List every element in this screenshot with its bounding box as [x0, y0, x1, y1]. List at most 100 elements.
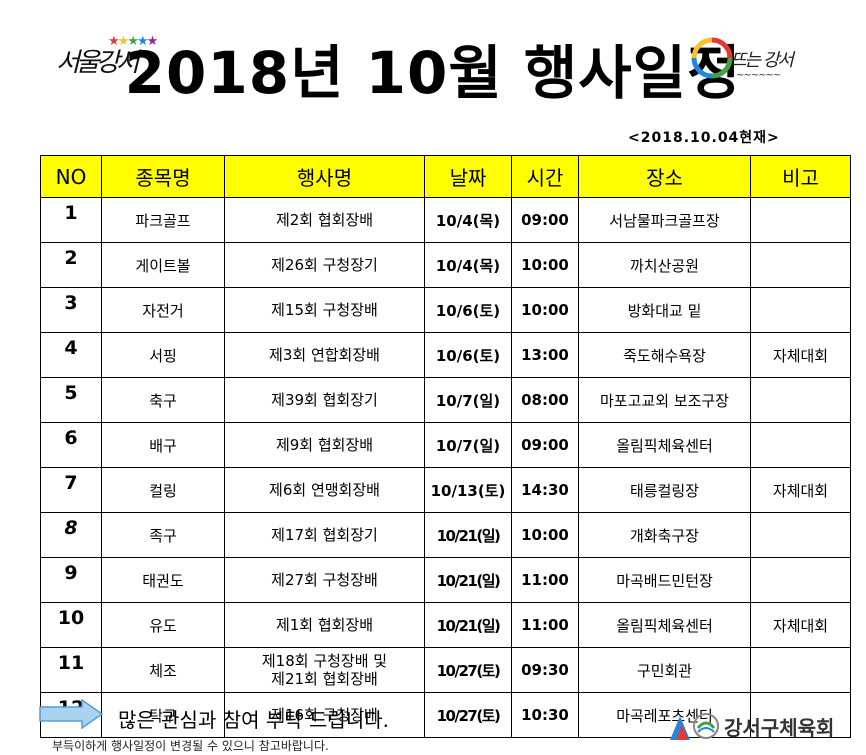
row-time: 08:00 [511, 377, 579, 423]
col-header-date: 날짜 [424, 155, 512, 198]
row-time: 10:00 [511, 242, 579, 288]
row-time: 09:00 [511, 197, 579, 243]
col-header-note: 비고 [750, 155, 851, 198]
event-schedule-table: NO 종목명 행사명 날짜 시간 장소 비고 1 파크골프 제2회 협회장배 1… [40, 155, 851, 738]
row-event: 제39회 협회장기 [224, 377, 425, 423]
row-sport: 자전거 [101, 287, 225, 333]
table-header-row: NO 종목명 행사명 날짜 시간 장소 비고 [40, 155, 851, 198]
row-no: 6 [40, 422, 102, 468]
schedule-change-notice: 부득이하게 행사일정이 변경될 수 있으니 참고바랍니다. [52, 739, 329, 753]
row-sport: 체조 [101, 647, 225, 693]
row-note [750, 512, 851, 558]
row-no: 11 [40, 647, 102, 693]
table-row: 3 자전거 제15회 구청장배 10/6(토) 10:00 방화대교 밑 [40, 287, 851, 333]
row-place: 올림픽체육센터 [578, 422, 751, 468]
row-sport: 파크골프 [101, 197, 225, 243]
row-event-line-1: 제18회 구청장배 및 [261, 652, 388, 670]
col-header-sport: 종목명 [101, 155, 225, 198]
row-event: 제26회 구청장기 [224, 242, 425, 288]
row-place: 구민회관 [578, 647, 751, 693]
gangseo-logo-subtext-icon: ~~~~~~ [736, 70, 781, 81]
row-time: 13:00 [511, 332, 579, 378]
row-place: 마곡레포츠센터 [578, 692, 751, 738]
row-place: 태릉컬링장 [578, 467, 751, 513]
table-row: 11 체조 제18회 구청장배 및 제21회 협회장배 10/27(토) 09:3… [40, 647, 851, 693]
row-note [750, 647, 851, 693]
stars-icon: ★★★★★ [108, 34, 158, 49]
row-date: 10/13(토) [424, 467, 512, 513]
row-no: 2 [40, 242, 102, 288]
row-place: 올림픽체육센터 [578, 602, 751, 648]
row-event: 제1회 협회장배 [224, 602, 425, 648]
row-note [750, 422, 851, 468]
row-time: 11:00 [511, 602, 579, 648]
row-date: 10/21(일) [424, 602, 512, 648]
row-no: 5 [40, 377, 102, 423]
table-row: 12 탁구 제16회 구청장배 10/27(토) 10:30 마곡레포츠센터 [40, 692, 851, 738]
row-date: 10/4(목) [424, 242, 512, 288]
row-date: 10/27(토) [424, 647, 512, 693]
row-event-line-2: 제21회 협회장배 [271, 670, 378, 688]
row-no: 1 [40, 197, 102, 243]
row-time: 11:00 [511, 557, 579, 603]
table-row: 8 족구 제17회 협회장기 10/21(일) 10:00 개화축구장 [40, 512, 851, 558]
row-date: 10/27(토) [424, 692, 512, 738]
row-sport: 컬링 [101, 467, 225, 513]
row-note: 자체대회 [750, 602, 851, 648]
table-row: 10 유도 제1회 협회장배 10/21(일) 11:00 올림픽체육센터 자체… [40, 602, 851, 648]
row-note: 자체대회 [750, 467, 851, 513]
row-event: 제6회 연맹회장배 [224, 467, 425, 513]
row-sport: 서핑 [101, 332, 225, 378]
row-date: 10/21(일) [424, 512, 512, 558]
col-header-event: 행사명 [224, 155, 425, 198]
row-sport: 게이트볼 [101, 242, 225, 288]
row-no: 3 [40, 287, 102, 333]
row-sport: 배구 [101, 422, 225, 468]
row-date: 10/4(목) [424, 197, 512, 243]
row-sport: 태권도 [101, 557, 225, 603]
row-event: 제2회 협회장배 [224, 197, 425, 243]
row-place: 까치산공원 [578, 242, 751, 288]
table-row: 4 서핑 제3회 연합회장배 10/6(토) 13:00 죽도해수욕장 자체대회 [40, 332, 851, 378]
row-place: 마포고교외 보조구장 [578, 377, 751, 423]
row-sport: 탁구 [101, 692, 225, 738]
row-sport: 유도 [101, 602, 225, 648]
seoul-slogan-script-icon: 서울강서 [56, 48, 140, 78]
row-event: 제9회 협회장배 [224, 422, 425, 468]
seoul-slogan-logo: ★★★★★ 서울강서 [56, 34, 174, 84]
row-time: 10:00 [511, 287, 579, 333]
row-date: 10/21(일) [424, 557, 512, 603]
row-no: 7 [40, 467, 102, 513]
table-row: 5 축구 제39회 협회장기 10/7(일) 08:00 마포고교외 보조구장 [40, 377, 851, 423]
gangseo-sports-council-emblem-icon [670, 713, 719, 740]
row-date: 10/6(토) [424, 287, 512, 333]
row-place: 마곡배드민턴장 [578, 557, 751, 603]
table-row: 7 컬링 제6회 연맹회장배 10/13(토) 14:30 태릉컬링장 자체대회 [40, 467, 851, 513]
row-event: 제16회 구청장배 [224, 692, 425, 738]
row-time: 09:00 [511, 422, 579, 468]
row-place: 서남물파크골프장 [578, 197, 751, 243]
closing-message: 많은 관심과 참여 부탁 드립니다. [118, 708, 389, 732]
gangseo-district-logo: 뜨는 강서 ~~~~~~ [690, 28, 815, 88]
row-place: 방화대교 밑 [578, 287, 751, 333]
row-time: 14:30 [511, 467, 579, 513]
row-sport: 족구 [101, 512, 225, 558]
as-of-date: <2018.10.04현재> [628, 130, 780, 146]
table-row: 6 배구 제9회 협회장배 10/7(일) 09:00 올림픽체육센터 [40, 422, 851, 468]
row-date: 10/7(일) [424, 422, 512, 468]
table-row: 2 게이트볼 제26회 구청장기 10/4(목) 10:00 까치산공원 [40, 242, 851, 288]
swirl-icon [691, 37, 733, 79]
row-no: 10 [40, 602, 102, 648]
row-date: 10/7(일) [424, 377, 512, 423]
row-place: 개화축구장 [578, 512, 751, 558]
row-sport: 축구 [101, 377, 225, 423]
row-note [750, 287, 851, 333]
org-name: 강서구체육회 [724, 716, 835, 740]
table-row: 9 태권도 제27회 구청장배 10/21(일) 11:00 마곡배드민턴장 [40, 557, 851, 603]
row-note [750, 197, 851, 243]
row-time: 09:30 [511, 647, 579, 693]
arrow-right-icon [39, 699, 104, 729]
row-note [750, 377, 851, 423]
row-no: 4 [40, 332, 102, 378]
row-event: 제27회 구청장배 [224, 557, 425, 603]
